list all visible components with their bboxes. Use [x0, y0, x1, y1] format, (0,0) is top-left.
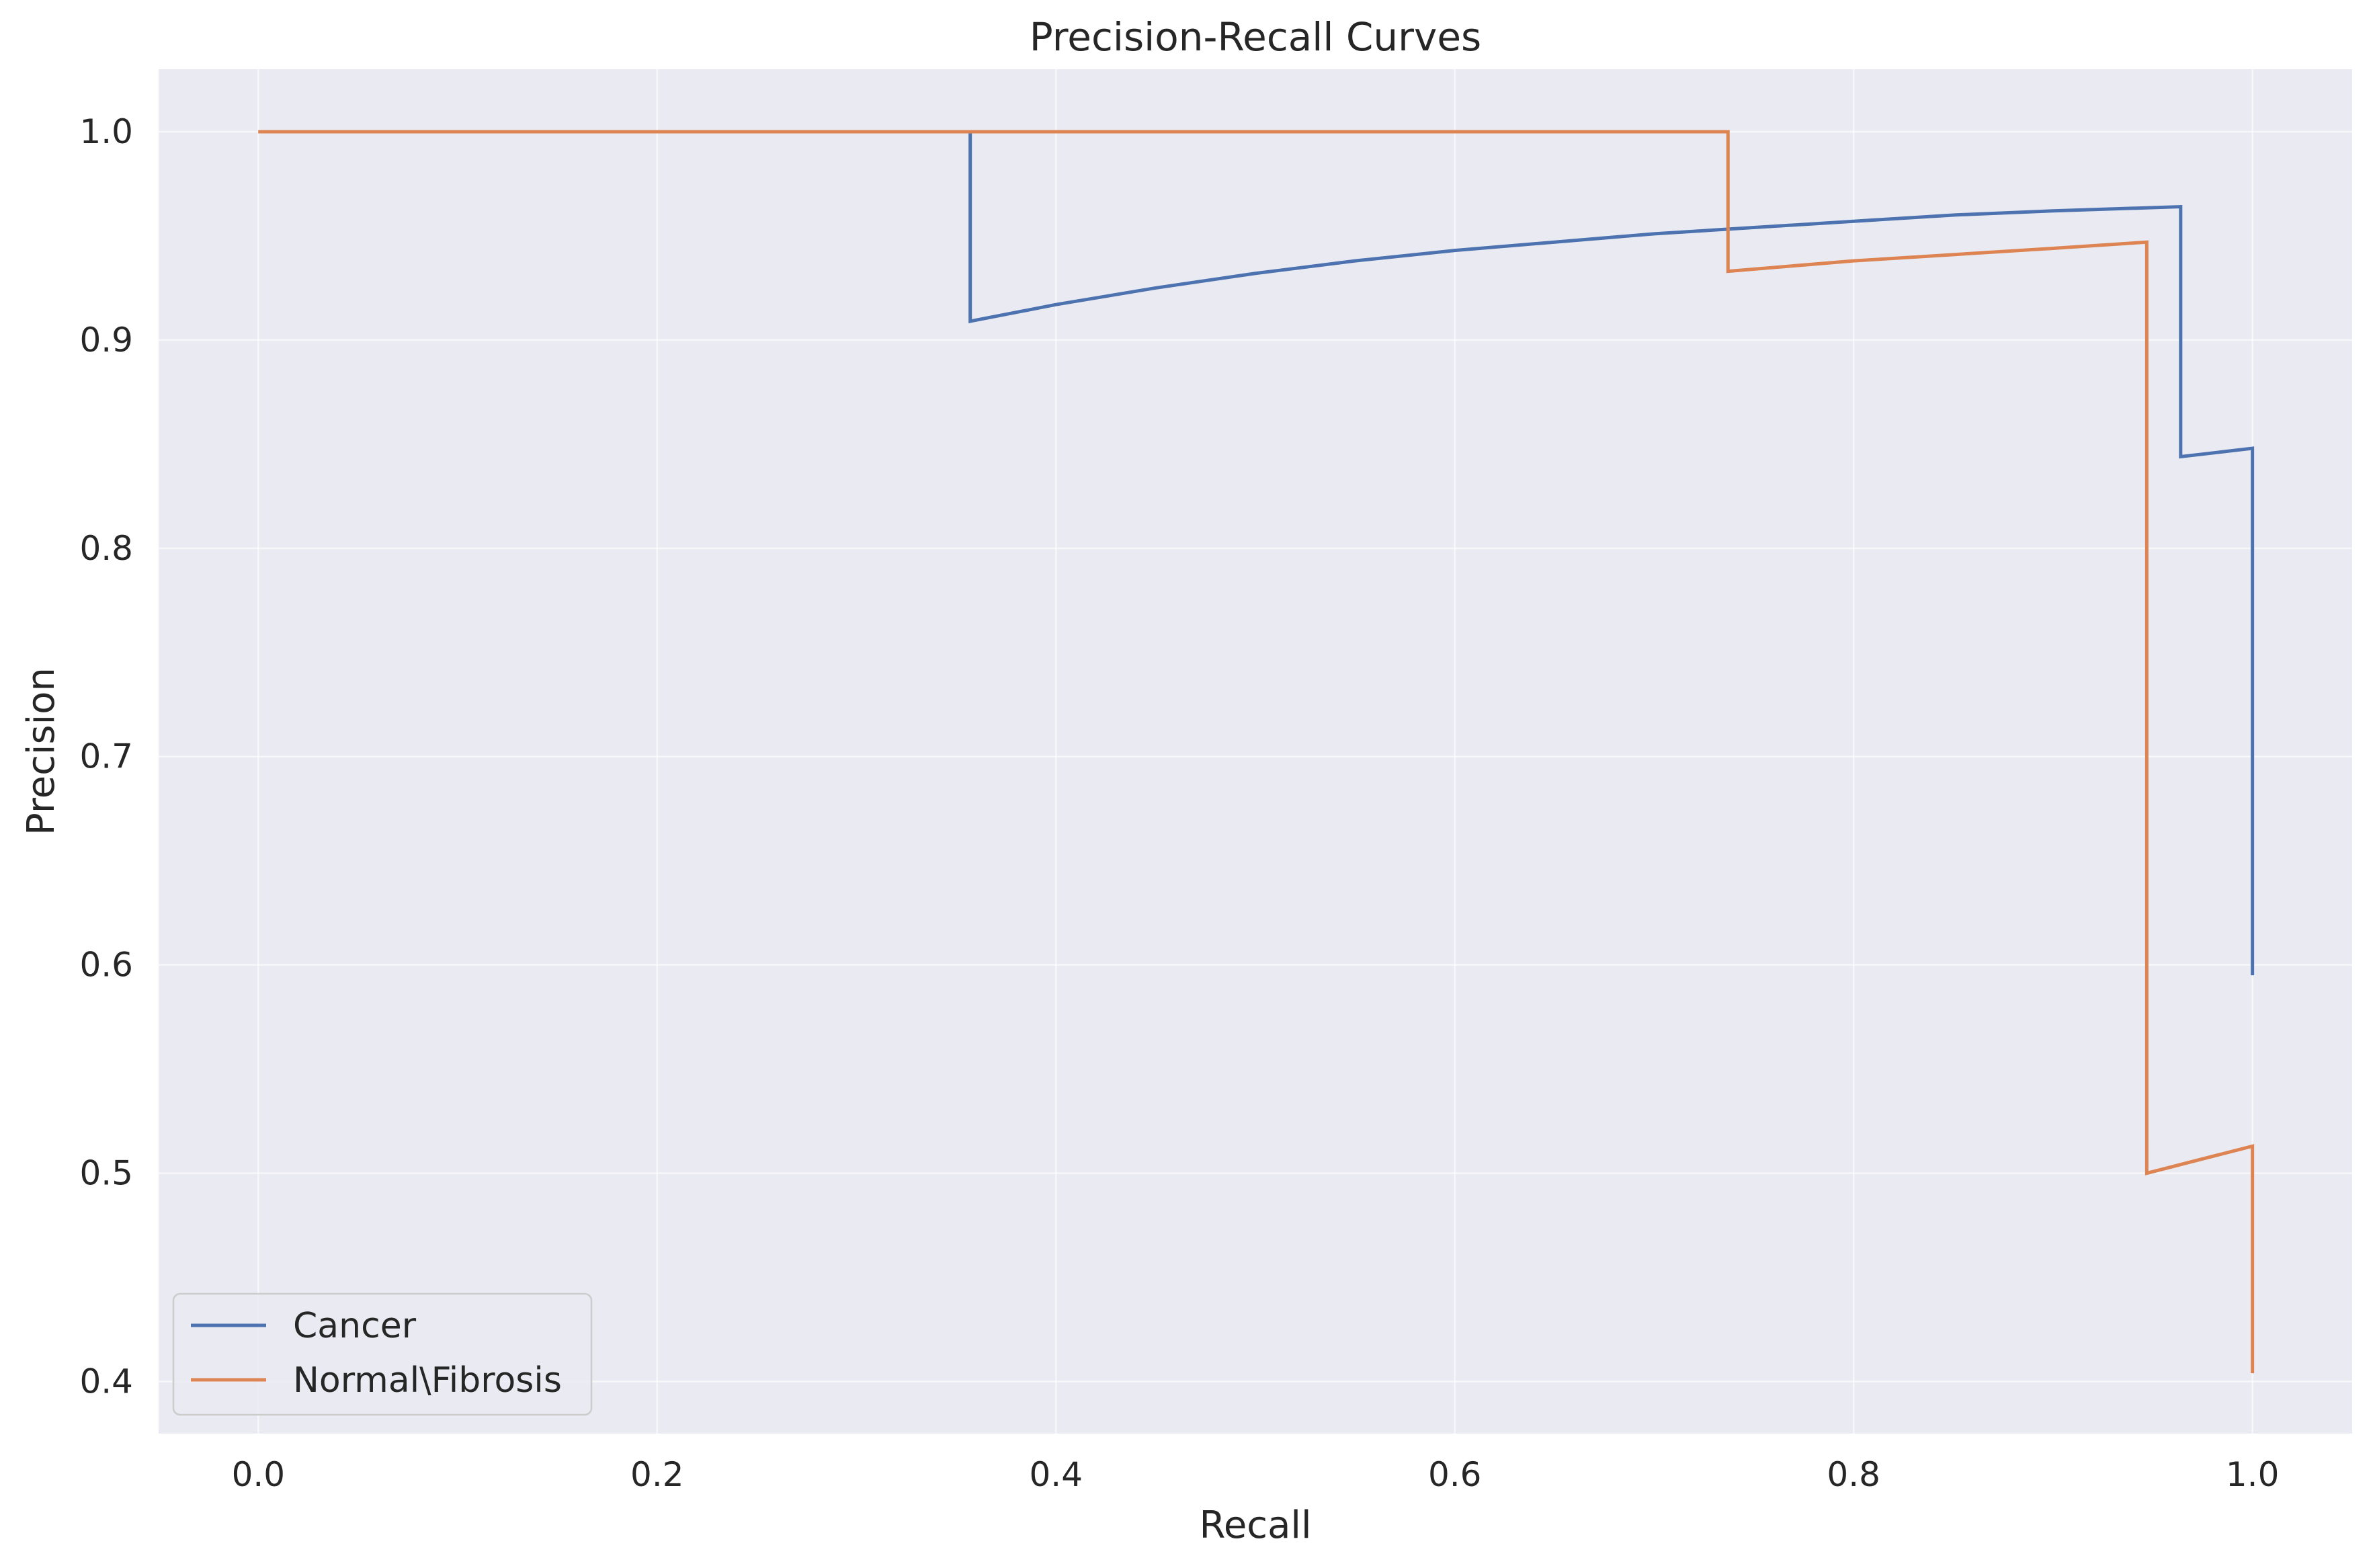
- y-tick-label: 1.0: [79, 112, 133, 151]
- y-tick-label: 0.5: [79, 1154, 133, 1193]
- legend-label-cancer: Cancer: [293, 1306, 417, 1346]
- series-lines: [258, 130, 2255, 1374]
- series-line-normal-fibrosis: [258, 130, 2255, 1374]
- chart-title: Precision-Recall Curves: [1030, 14, 1482, 60]
- y-tick-label: 0.7: [79, 737, 133, 776]
- legend: Cancer Normal\Fibrosis: [172, 1292, 593, 1416]
- plot-area: [159, 69, 2352, 1434]
- x-axis-label: Recall: [1199, 1503, 1311, 1547]
- tick-labels: 0.0 0.2 0.4 0.6 0.8 1.0 0.4 0.5 0.6 0.7 0.8 0.9 1.0: [79, 112, 2279, 1494]
- y-axis-label: Precision: [19, 667, 63, 835]
- x-tick-label: 0.2: [630, 1455, 684, 1494]
- y-tick-label: 0.6: [79, 946, 133, 985]
- legend-label-normal-fibrosis: Normal\Fibrosis: [293, 1360, 562, 1401]
- y-tick-label: 0.8: [79, 529, 133, 568]
- legend-box: [172, 1292, 593, 1416]
- series-line-cancer: [258, 130, 2255, 976]
- grid-lines: [159, 69, 2352, 1434]
- y-tick-label: 0.4: [79, 1362, 133, 1401]
- x-tick-label: 1.0: [2226, 1455, 2280, 1494]
- x-tick-label: 0.6: [1428, 1455, 1482, 1494]
- x-tick-label: 0.0: [232, 1455, 286, 1494]
- x-tick-label: 0.8: [1827, 1455, 1880, 1494]
- x-tick-label: 0.4: [1030, 1455, 1083, 1494]
- y-tick-label: 0.9: [79, 321, 133, 360]
